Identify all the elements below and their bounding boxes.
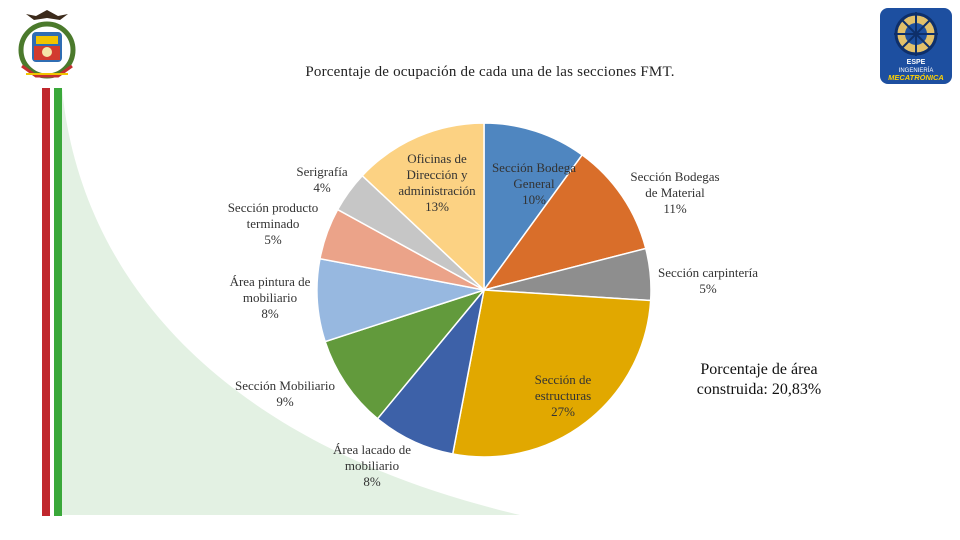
institution-crest-logo: [18, 10, 76, 79]
built-area-note-line-1: Porcentaje de área: [700, 361, 818, 378]
slice-label-7: Área pintura de mobiliario 8%: [230, 274, 311, 321]
espe-ingenieria-mecatronica-logo: ESPE INGENIERÍA MECATRÓNICA: [880, 8, 952, 84]
red-stripe: [42, 88, 50, 516]
pie-slice-10: [361, 122, 485, 292]
slice-label-10: Oficinas de Dirección y administración 13%: [398, 151, 476, 214]
green-stripe: [54, 88, 62, 516]
slice-label-4: Sección de estructuras 27%: [535, 372, 592, 419]
green-curve-fill: [62, 88, 520, 515]
pie-slice-1: [483, 122, 584, 293]
slice-label-2: Sección Bodegas de Material 11%: [630, 169, 719, 216]
pie-slice-2: [482, 153, 647, 292]
slice-label-5: Área lacado de mobiliario 8%: [333, 442, 411, 489]
pie-labels: Sección Bodega General 10% Sección Bodegas d…: [228, 151, 759, 489]
chart-title: Porcentaje de ocupación de cada una de l…: [305, 64, 675, 80]
slice-label-1: Sección Bodega General 10%: [492, 160, 576, 207]
built-area-note-line-2: construida: 20,83%: [696, 381, 822, 398]
white-stripe: [50, 88, 54, 516]
pie-slice-6: [324, 288, 487, 420]
slice-label-9: Serigrafía 4%: [296, 164, 347, 195]
slice-label-8: Sección producto terminado 5%: [228, 200, 319, 247]
built-area-note: Porcentaje de área construida: 20,83%: [664, 360, 854, 400]
logo-text-ingenieria: INGENIERÍA: [899, 67, 934, 74]
logo-text-mecatronica: MECATRÓNICA: [888, 73, 944, 82]
slice-label-6: Sección Mobiliario 9%: [235, 378, 335, 409]
slice-label-3: Sección carpintería 5%: [658, 265, 758, 296]
pie-slice-4: [451, 289, 652, 458]
pie-slices: [316, 122, 652, 458]
logo-text-espe: ESPE: [907, 59, 926, 66]
